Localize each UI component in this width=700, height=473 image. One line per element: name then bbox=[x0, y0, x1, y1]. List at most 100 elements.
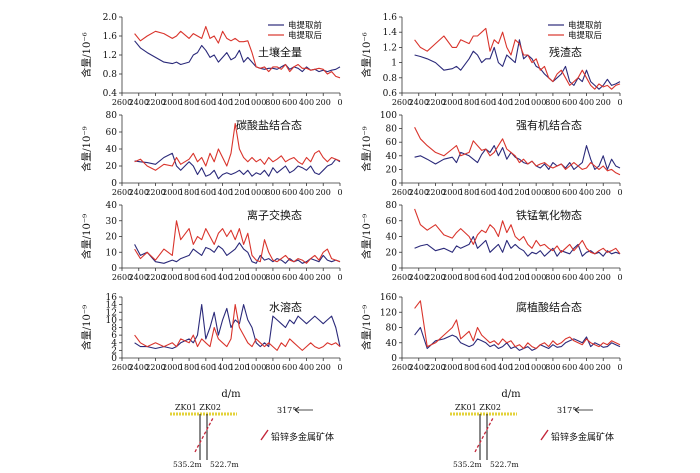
series-line-after bbox=[134, 25, 341, 79]
x-tick-label: 1800 bbox=[179, 188, 199, 197]
x-tick-label: 200 bbox=[596, 363, 611, 372]
x-tick-label: 0 bbox=[337, 273, 342, 282]
series-line-before bbox=[134, 304, 341, 350]
x-tick-label: 400 bbox=[299, 363, 314, 372]
chart-panel-6: 0204060802600240022002000180016001400120… bbox=[360, 201, 623, 282]
series-line-after bbox=[414, 126, 621, 176]
y-tick-label: 80 bbox=[386, 324, 398, 334]
panel-title: 强有机结合态 bbox=[516, 118, 582, 132]
x-tick-label: 200 bbox=[316, 98, 331, 107]
x-tick-label: 2200 bbox=[145, 98, 165, 107]
x-tick-label: 200 bbox=[596, 98, 611, 107]
x-tick-label: 1600 bbox=[196, 273, 216, 282]
y-tick-label: 0.6 bbox=[383, 89, 398, 99]
x-tick-label: 0 bbox=[337, 363, 342, 372]
y-tick-label: 80 bbox=[386, 201, 398, 211]
x-tick-label: 2000 bbox=[442, 363, 462, 372]
x-tick-label: 1000 bbox=[246, 363, 266, 372]
x-tick-label: 2000 bbox=[162, 188, 182, 197]
x-tick-label: 2200 bbox=[425, 188, 445, 197]
y-tick-label: 14 bbox=[106, 301, 118, 311]
cross-section-1: ZK01 ZK02 317° 铅锌多金属矿体 535.2m 522.7m bbox=[170, 403, 334, 469]
x-tick-label: 800 bbox=[545, 273, 560, 282]
x-tick-label: 2400 bbox=[129, 363, 149, 372]
y-tick-label: 1 bbox=[391, 59, 397, 69]
series-line-before bbox=[134, 40, 341, 73]
y-tick-label: 0 bbox=[111, 354, 117, 364]
series-line-after bbox=[414, 300, 621, 350]
arrowhead-icon bbox=[294, 406, 300, 414]
y-tick-label: 0.4 bbox=[103, 89, 118, 99]
x-tick-label: 1200 bbox=[509, 273, 529, 282]
y-tick-label: 120 bbox=[380, 308, 397, 318]
x-tick-label: 600 bbox=[282, 273, 297, 282]
x-tick-label: 1800 bbox=[459, 188, 479, 197]
y-axis-label: 含量/10⁻⁹ bbox=[360, 214, 373, 259]
x-tick-label: 2000 bbox=[162, 363, 182, 372]
panel-title: 碳酸盐结合态 bbox=[236, 118, 302, 132]
chart-panel-3: 0204060802600240022002000180016001400120… bbox=[80, 111, 343, 197]
x-tick-label: 2000 bbox=[162, 273, 182, 282]
legend-label: 电提取后 bbox=[568, 30, 603, 41]
x-tick-label: 1200 bbox=[229, 273, 249, 282]
depth-label-right: 522.7m bbox=[490, 460, 519, 469]
x-tick-label: 1000 bbox=[246, 188, 266, 197]
x-tick-label: 2000 bbox=[442, 188, 462, 197]
legend-label: 电提取后 bbox=[288, 30, 323, 41]
y-tick-label: 40 bbox=[386, 152, 398, 162]
x-tick-label: 600 bbox=[562, 188, 577, 197]
x-tick-label: 1000 bbox=[526, 98, 546, 107]
x-tick-label: 1800 bbox=[459, 363, 479, 372]
x-tick-label: 2400 bbox=[409, 98, 429, 107]
x-tick-label: 1200 bbox=[229, 188, 249, 197]
y-tick-label: 0 bbox=[391, 179, 397, 189]
arrowhead-icon bbox=[574, 406, 580, 414]
y-axis-label: 含量/10⁻⁹ bbox=[80, 214, 93, 259]
y-tick-label: 30 bbox=[106, 217, 118, 227]
x-tick-label: 1400 bbox=[212, 98, 232, 107]
x-tick-label: 2000 bbox=[162, 98, 182, 107]
x-tick-label: 400 bbox=[299, 188, 314, 197]
x-tick-label: 1600 bbox=[196, 98, 216, 107]
x-tick-label: 2200 bbox=[145, 188, 165, 197]
y-tick-label: 40 bbox=[386, 339, 398, 349]
x-tick-label: 2600 bbox=[112, 188, 132, 197]
panel-title: 腐植酸结合态 bbox=[516, 300, 582, 314]
x-tick-label: 2200 bbox=[425, 98, 445, 107]
x-tick-label: 800 bbox=[265, 273, 280, 282]
series-line-before bbox=[414, 145, 621, 170]
series-line-after bbox=[414, 27, 621, 90]
x-tick-label: 2200 bbox=[145, 363, 165, 372]
x-tick-label: 1000 bbox=[526, 363, 546, 372]
series-line-after bbox=[414, 208, 621, 255]
x-tick-label: 800 bbox=[545, 188, 560, 197]
x-tick-label: 800 bbox=[545, 98, 560, 107]
y-tick-label: 0 bbox=[391, 264, 397, 274]
x-tick-label: 1400 bbox=[212, 273, 232, 282]
x-axis-unit-label: d/m bbox=[221, 389, 241, 400]
x-tick-label: 1000 bbox=[246, 273, 266, 282]
y-axis-label: 含量/10⁻⁹ bbox=[360, 305, 373, 350]
x-tick-label: 1800 bbox=[179, 363, 199, 372]
x-tick-label: 400 bbox=[299, 98, 314, 107]
y-tick-label: 80 bbox=[106, 111, 118, 121]
x-tick-label: 400 bbox=[579, 188, 594, 197]
y-tick-label: 40 bbox=[106, 145, 118, 155]
x-tick-label: 1200 bbox=[509, 188, 529, 197]
y-axis-label: 含量/10⁻⁶ bbox=[360, 32, 373, 77]
x-tick-label: 800 bbox=[265, 98, 280, 107]
x-tick-label: 1200 bbox=[229, 98, 249, 107]
y-tick-label: 10 bbox=[106, 248, 118, 258]
x-tick-label: 1600 bbox=[476, 273, 496, 282]
x-tick-label: 1400 bbox=[212, 363, 232, 372]
y-axis-label: 含量/10⁻⁶ bbox=[80, 32, 93, 77]
x-tick-label: 1800 bbox=[179, 273, 199, 282]
y-tick-label: 40 bbox=[106, 201, 118, 211]
x-tick-label: 1800 bbox=[459, 273, 479, 282]
x-tick-label: 600 bbox=[282, 98, 297, 107]
x-tick-label: 2400 bbox=[409, 188, 429, 197]
y-tick-label: 0 bbox=[111, 179, 117, 189]
x-tick-label: 1000 bbox=[526, 273, 546, 282]
panel-title: 离子交换态 bbox=[247, 208, 302, 222]
panel-title: 残渣态 bbox=[549, 45, 582, 59]
